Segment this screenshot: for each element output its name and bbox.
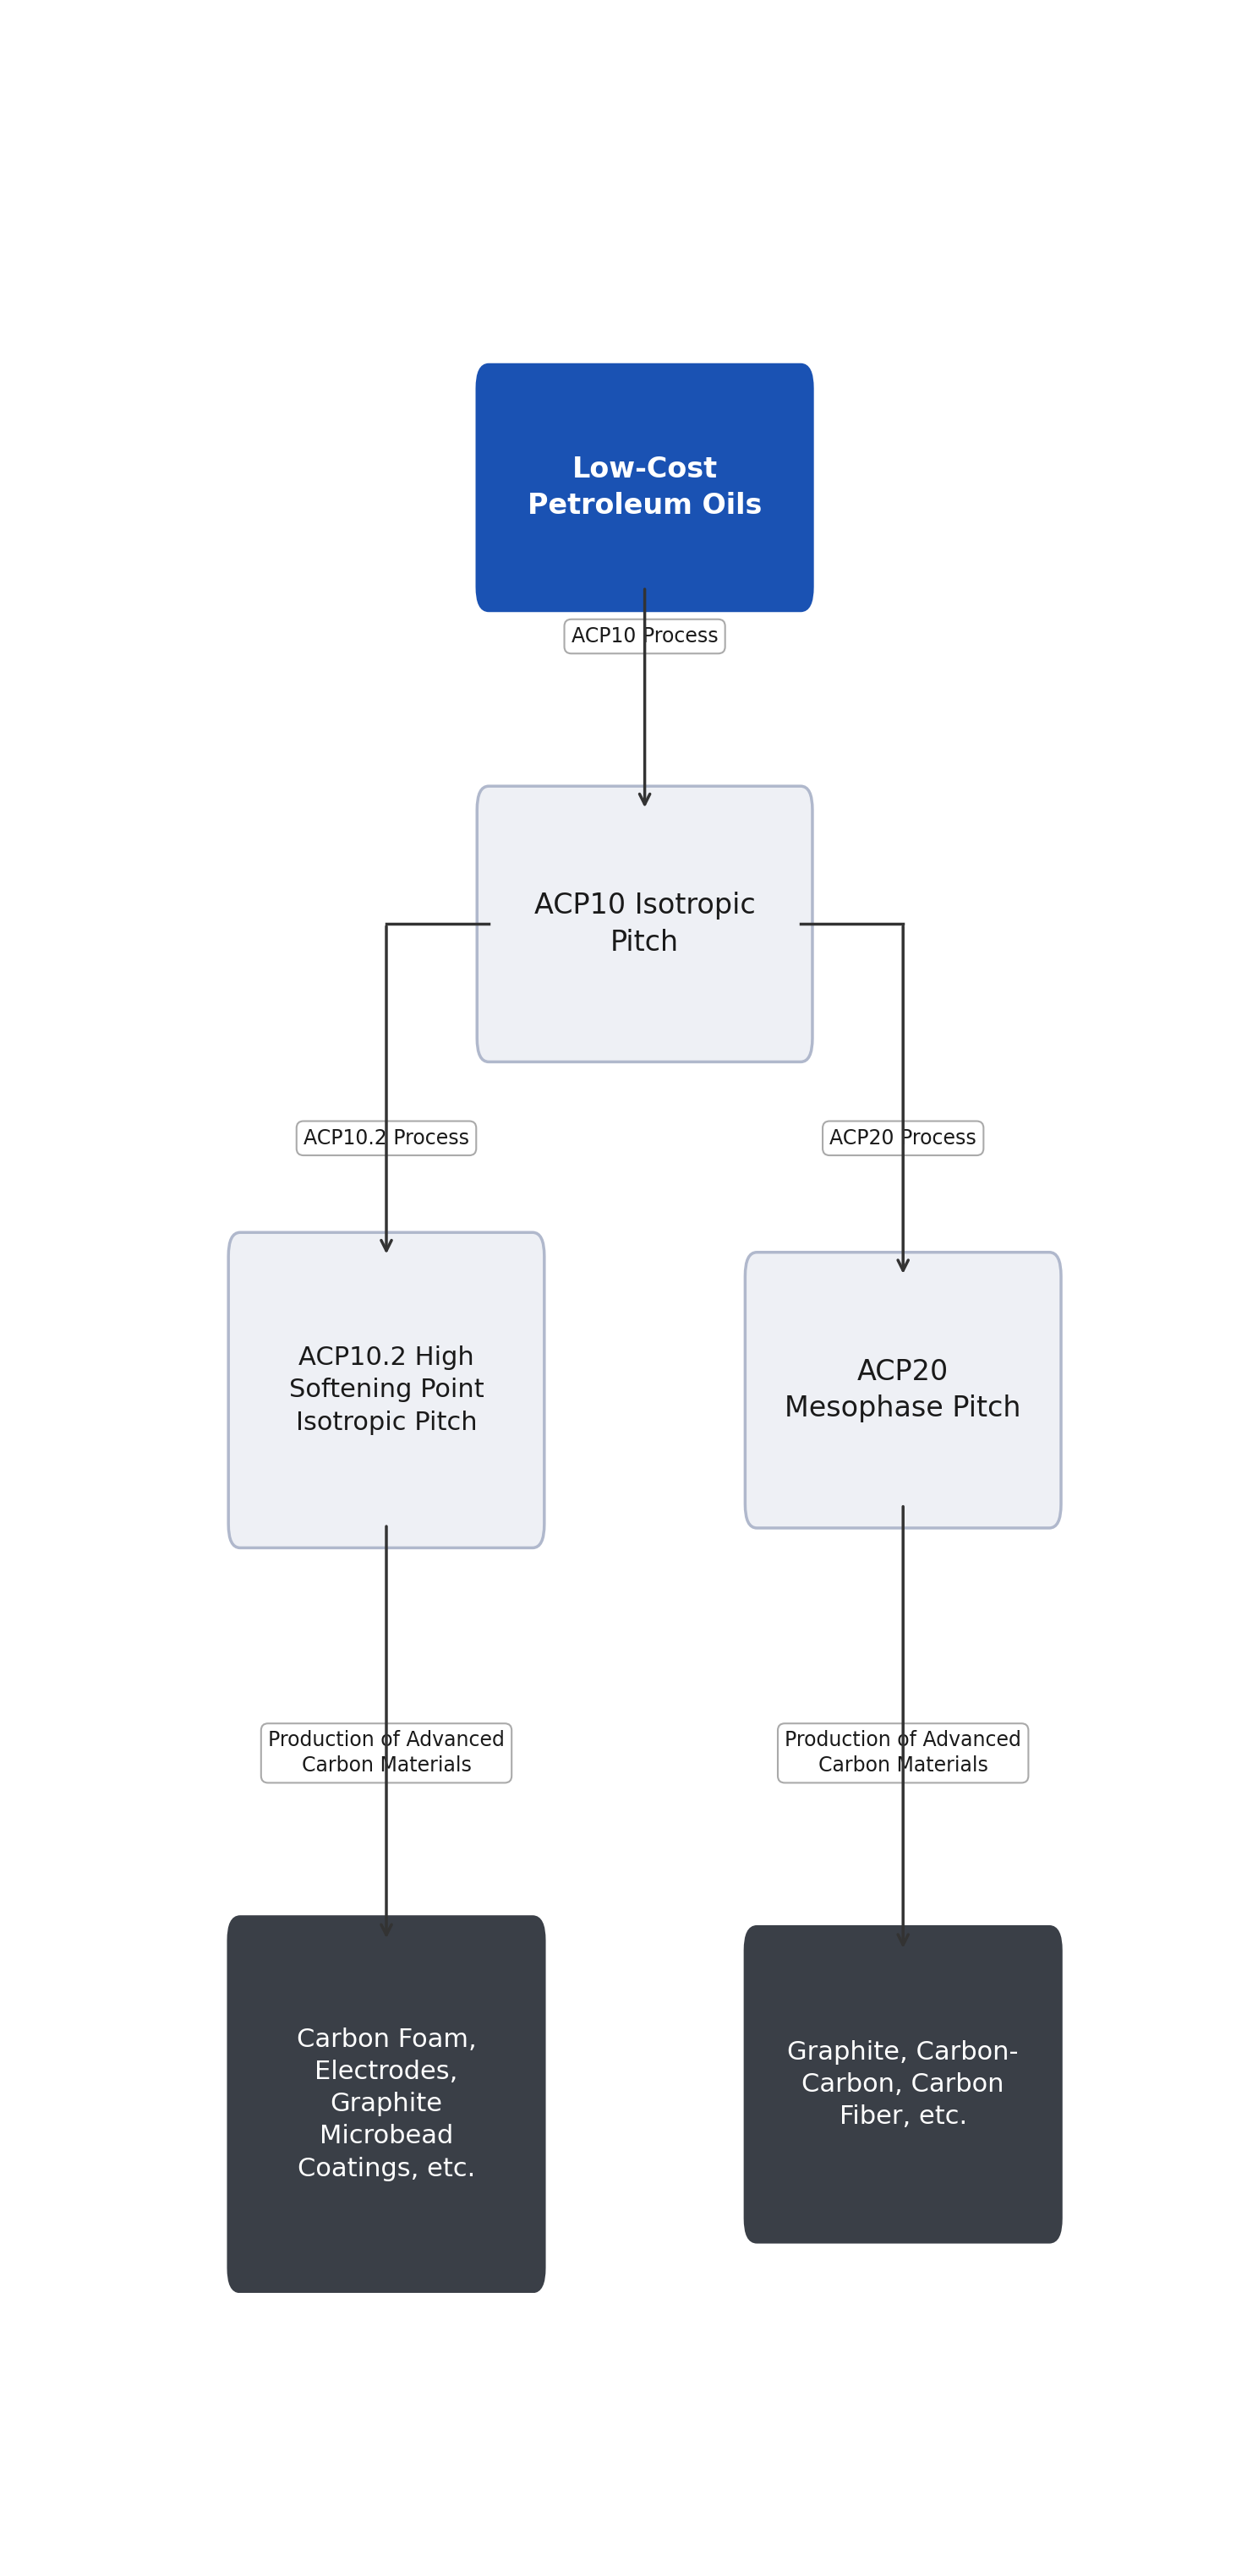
Text: ACP20 Process: ACP20 Process <box>829 1128 976 1149</box>
Text: Low-Cost
Petroleum Oils: Low-Cost Petroleum Oils <box>527 456 762 520</box>
FancyBboxPatch shape <box>477 366 813 611</box>
Text: ACP10.2 Process: ACP10.2 Process <box>303 1128 469 1149</box>
Text: Carbon Foam,
Electrodes,
Graphite
Microbead
Coatings, etc.: Carbon Foam, Electrodes, Graphite Microb… <box>297 2027 477 2182</box>
Text: ACP10 Process: ACP10 Process <box>571 626 718 647</box>
Text: Graphite, Carbon-
Carbon, Carbon
Fiber, etc.: Graphite, Carbon- Carbon, Carbon Fiber, … <box>788 2040 1019 2128</box>
FancyBboxPatch shape <box>745 1252 1060 1528</box>
Text: Production of Advanced
Carbon Materials: Production of Advanced Carbon Materials <box>785 1731 1021 1775</box>
Text: ACP10 Isotropic
Pitch: ACP10 Isotropic Pitch <box>535 891 755 956</box>
FancyBboxPatch shape <box>229 1917 545 2293</box>
FancyBboxPatch shape <box>229 1231 545 1548</box>
FancyBboxPatch shape <box>477 786 813 1061</box>
Text: Production of Advanced
Carbon Materials: Production of Advanced Carbon Materials <box>268 1731 504 1775</box>
Text: ACP20
Mesophase Pitch: ACP20 Mesophase Pitch <box>785 1358 1021 1422</box>
Text: ACP10.2 High
Softening Point
Isotropic Pitch: ACP10.2 High Softening Point Isotropic P… <box>289 1345 484 1435</box>
FancyBboxPatch shape <box>745 1927 1060 2241</box>
